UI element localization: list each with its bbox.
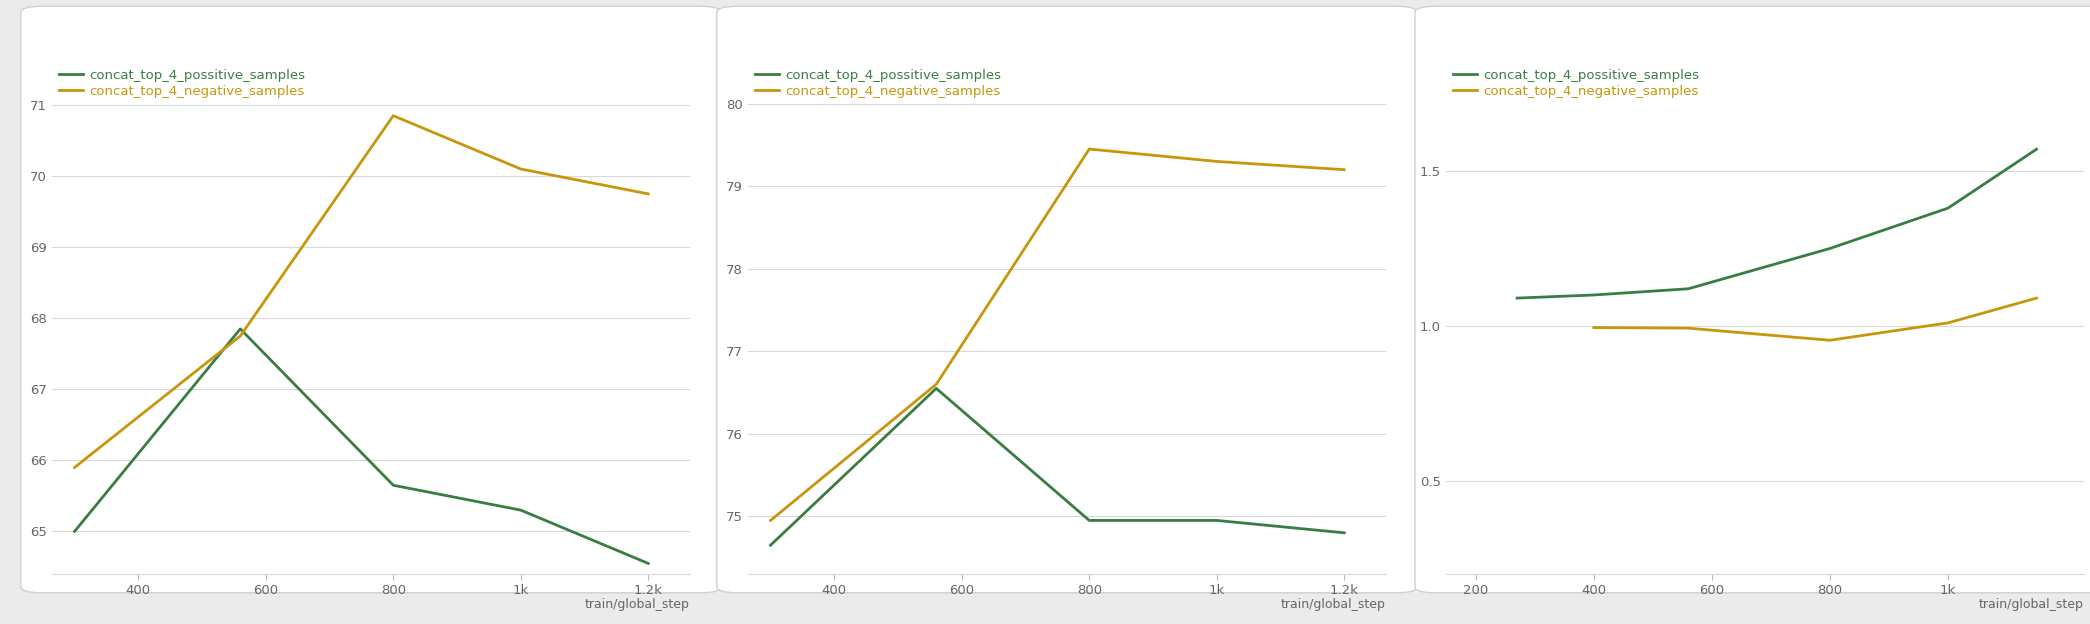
X-axis label: train/global_step: train/global_step	[1281, 598, 1386, 611]
Legend: concat_top_4_possitive_samples, concat_top_4_negative_samples: concat_top_4_possitive_samples, concat_t…	[754, 69, 1001, 99]
Legend: concat_top_4_possitive_samples, concat_top_4_negative_samples: concat_top_4_possitive_samples, concat_t…	[1453, 69, 1699, 99]
X-axis label: train/global_step: train/global_step	[585, 598, 690, 611]
Legend: concat_top_4_possitive_samples, concat_top_4_negative_samples: concat_top_4_possitive_samples, concat_t…	[59, 69, 305, 99]
X-axis label: train/global_step: train/global_step	[1979, 598, 2084, 611]
